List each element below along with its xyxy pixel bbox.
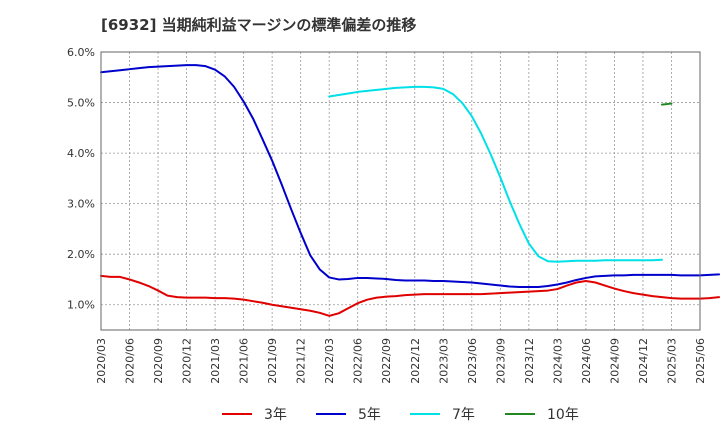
x-tick-label: 2020/09 (152, 338, 165, 384)
x-tick-label: 2023/06 (466, 338, 479, 384)
x-tick-label: 2021/09 (266, 338, 279, 384)
x-tick-label: 2022/06 (352, 338, 365, 384)
x-tick-label: 2020/06 (124, 338, 137, 384)
x-tick-label: 2024/12 (637, 338, 650, 384)
series-line-1 (100, 64, 720, 289)
x-tick-label: 2024/03 (551, 338, 564, 384)
legend-label-1: 5年 (358, 407, 381, 423)
y-axis: 1.0% 2.0% 3.0% 4.0% 5.0% 6.0% (67, 46, 95, 312)
legend-label-0: 3年 (264, 407, 287, 423)
legend-label-3: 10年 (547, 407, 579, 423)
grid (101, 51, 700, 330)
x-tick-label: 2023/12 (523, 338, 536, 384)
x-tick-label: 2023/09 (494, 338, 507, 384)
x-axis: 2020/03 2020/06 2020/09 2020/12 2021/03 2021/… (95, 338, 707, 384)
y-tick-label: 6.0% (67, 46, 95, 59)
series-line-3 (660, 102, 673, 106)
x-tick-label: 2020/03 (95, 338, 108, 384)
y-tick-label: 4.0% (67, 147, 95, 160)
x-tick-label: 2025/03 (665, 338, 678, 384)
series-line-0 (100, 274, 720, 317)
chart-title: [6932] 当期純利益マージンの標準偏差の推移 (101, 16, 416, 34)
x-tick-label: 2022/09 (380, 338, 393, 384)
y-tick-label: 1.0% (67, 299, 95, 312)
y-tick-label: 3.0% (67, 198, 95, 211)
x-tick-label: 2024/06 (580, 338, 593, 384)
x-tick-label: 2025/06 (694, 338, 707, 384)
series-line-2 (328, 85, 663, 263)
x-tick-label: 2021/03 (209, 338, 222, 384)
y-tick-label: 2.0% (67, 248, 95, 261)
x-tick-label: 2020/12 (181, 338, 194, 384)
x-tick-label: 2024/09 (608, 338, 621, 384)
y-tick-label: 5.0% (67, 97, 95, 110)
x-tick-label: 2022/12 (409, 338, 422, 384)
plot-frame (100, 51, 701, 331)
legend: 3年 5年 7年 10年 (222, 407, 579, 423)
x-tick-label: 2023/03 (437, 338, 450, 384)
x-tick-label: 2021/12 (295, 338, 308, 384)
series-lines (100, 64, 720, 317)
x-tick-label: 2022/03 (323, 338, 336, 384)
x-tick-label: 2021/06 (238, 338, 251, 384)
legend-label-2: 7年 (452, 407, 475, 423)
